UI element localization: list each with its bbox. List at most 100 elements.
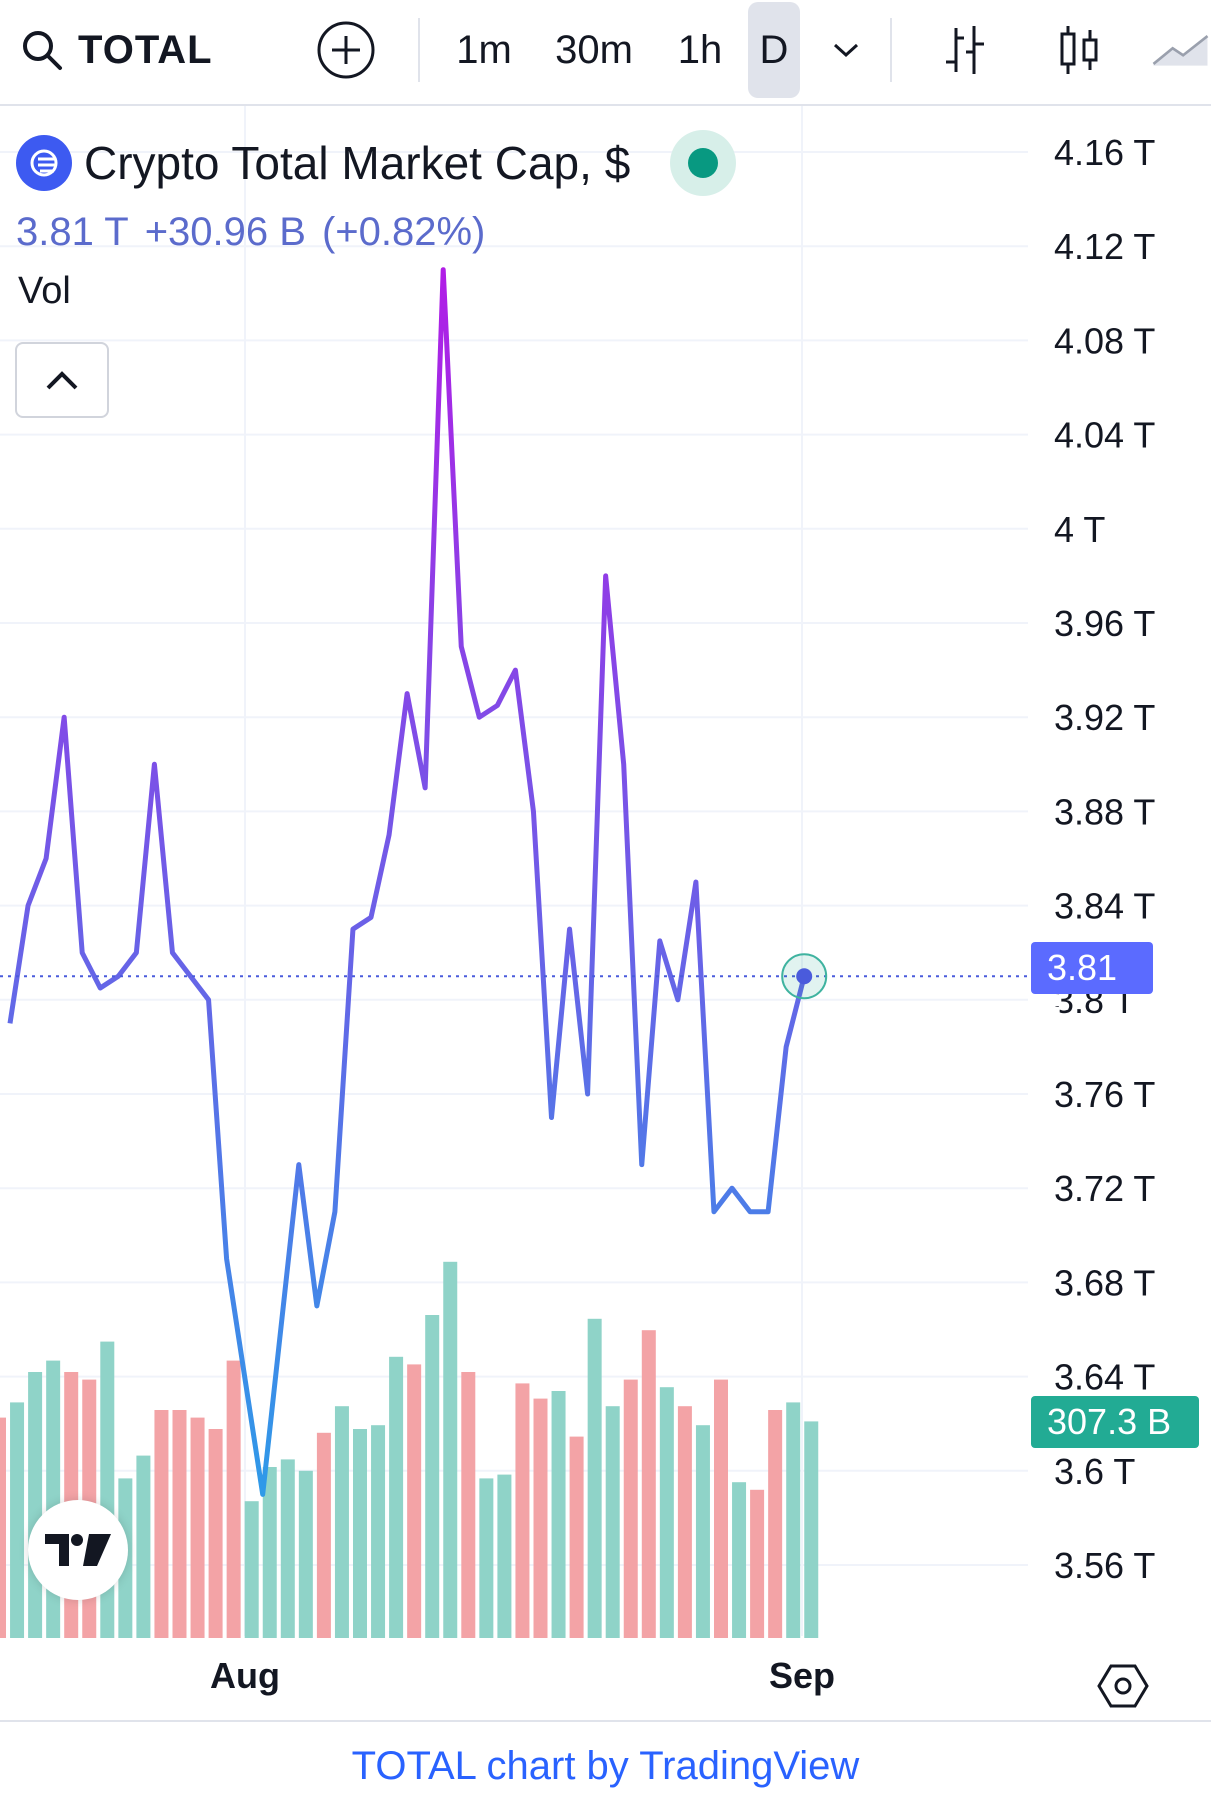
tradingview-logo[interactable] bbox=[28, 1500, 128, 1600]
time-tick-label: Sep bbox=[769, 1655, 835, 1696]
volume-bar bbox=[623, 1379, 638, 1638]
volume-bar bbox=[804, 1421, 819, 1638]
symbol-logo-icon bbox=[16, 135, 72, 191]
volume-bar bbox=[714, 1379, 728, 1638]
volume-bar bbox=[677, 1406, 692, 1638]
volume-bar bbox=[515, 1383, 530, 1638]
volume-bar bbox=[208, 1429, 223, 1638]
area-style-button[interactable] bbox=[1150, 14, 1211, 86]
volume-bar bbox=[334, 1406, 349, 1638]
top-toolbar: TOTAL 1m 30m 1h D bbox=[0, 0, 1211, 106]
volume-bar bbox=[587, 1318, 602, 1638]
price-tick-label: 3.96 T bbox=[1054, 603, 1155, 644]
volume-bar bbox=[353, 1429, 367, 1638]
price-tick-label: 4.12 T bbox=[1054, 226, 1155, 267]
tradingview-logo-icon bbox=[45, 1534, 111, 1566]
price-tick-label: 3.88 T bbox=[1054, 791, 1155, 832]
price-tick-label: 3.76 T bbox=[1054, 1074, 1155, 1115]
price-tick-label: 3.84 T bbox=[1054, 886, 1155, 927]
price-tick-label: 4.16 T bbox=[1054, 132, 1155, 173]
interval-d[interactable]: D bbox=[748, 2, 800, 98]
plus-circle-icon bbox=[317, 21, 375, 79]
chart-area[interactable]: 4.16 T 4.12 T 4.08 T 4.04 T 4 T 3.96 T 3.92 T 3… bbox=[0, 106, 1211, 1718]
collapse-legend-button[interactable] bbox=[15, 342, 109, 418]
price-axis[interactable]: 4.16 T 4.12 T 4.08 T 4.04 T 4 T 3.96 T 3.92 T 3… bbox=[1054, 132, 1155, 1586]
chart-settings-button[interactable] bbox=[1095, 1658, 1151, 1714]
volume-bar bbox=[371, 1425, 386, 1638]
footer: TOTAL chart by TradingView bbox=[0, 1720, 1211, 1808]
legend-change: +30.96 B bbox=[144, 210, 306, 254]
volume-bar bbox=[533, 1398, 548, 1638]
last-price-dot bbox=[796, 968, 813, 985]
volume-bar bbox=[605, 1406, 620, 1638]
search-icon bbox=[23, 31, 62, 70]
candle-style-button[interactable] bbox=[1044, 14, 1114, 86]
volume-bar bbox=[569, 1436, 584, 1638]
time-axis[interactable]: Aug Sep bbox=[210, 1655, 835, 1696]
price-tick-label: 3.6 T bbox=[1054, 1451, 1135, 1492]
interval-30m[interactable]: 30m bbox=[555, 27, 633, 72]
volume-bar bbox=[659, 1387, 674, 1638]
legend-change-percent: (+0.82%) bbox=[321, 210, 486, 254]
legend-last-value: 3.81 T bbox=[16, 210, 129, 254]
volume-legend-label: Vol bbox=[18, 270, 71, 312]
market-status-indicator[interactable] bbox=[670, 130, 737, 196]
volume-bar bbox=[497, 1474, 512, 1638]
price-line bbox=[7, 267, 807, 1497]
volume-bar bbox=[479, 1478, 494, 1638]
last-price-label: 3.81 T bbox=[1031, 942, 1153, 1040]
chevron-up-icon bbox=[46, 371, 78, 390]
volume-bar bbox=[316, 1432, 331, 1638]
price-tick-label: 4 T bbox=[1054, 509, 1105, 550]
volume-bar bbox=[750, 1489, 765, 1638]
crypto-logo-icon bbox=[30, 149, 58, 177]
volume-bar bbox=[732, 1482, 747, 1638]
toolbar-divider bbox=[890, 18, 892, 82]
price-tick-label: 3.56 T bbox=[1054, 1545, 1155, 1586]
interval-1h[interactable]: 1h bbox=[677, 27, 723, 72]
chart-title: Crypto Total Market Cap, $ bbox=[84, 137, 631, 189]
volume-bar bbox=[695, 1425, 710, 1638]
market-open-dot bbox=[688, 148, 719, 178]
volume-bar bbox=[28, 1372, 43, 1638]
gear-hexagon-icon bbox=[1097, 1664, 1149, 1708]
volume-value-label: 307.3 B bbox=[1031, 1396, 1199, 1448]
volume-bar bbox=[280, 1459, 295, 1638]
volume-bar bbox=[154, 1410, 169, 1638]
price-tick-label: 3.64 T bbox=[1054, 1357, 1155, 1398]
area-chart-icon bbox=[1152, 35, 1209, 66]
volume-bar bbox=[389, 1356, 404, 1638]
price-tick-label: 3.68 T bbox=[1054, 1262, 1155, 1303]
volume-bar bbox=[461, 1372, 476, 1638]
ohlc-bars-icon bbox=[946, 26, 984, 74]
volume-bar bbox=[407, 1364, 422, 1638]
price-gridlines bbox=[0, 151, 1028, 1566]
time-tick-label: Aug bbox=[210, 1655, 280, 1696]
last-price-line bbox=[0, 953, 1028, 1000]
volume-bar bbox=[262, 1467, 277, 1638]
volume-bar bbox=[226, 1360, 241, 1638]
price-tick-label: 3.92 T bbox=[1054, 697, 1155, 738]
volume-bar bbox=[641, 1330, 656, 1638]
add-symbol-button[interactable] bbox=[315, 19, 377, 81]
volume-bar bbox=[298, 1470, 313, 1638]
volume-bar bbox=[768, 1410, 783, 1638]
symbol-search[interactable]: TOTAL bbox=[20, 14, 213, 86]
volume-bar bbox=[46, 1360, 61, 1638]
interval-1m[interactable]: 1m bbox=[456, 27, 512, 72]
volume-bar bbox=[136, 1455, 151, 1638]
chevron-down-icon bbox=[833, 43, 859, 58]
volume-bar bbox=[425, 1315, 440, 1638]
footer-attribution-link[interactable]: TOTAL chart by TradingView bbox=[351, 1744, 860, 1788]
bar-style-button[interactable] bbox=[930, 14, 1000, 86]
price-series bbox=[7, 267, 807, 1497]
interval-more-button[interactable] bbox=[818, 14, 874, 86]
volume-bar bbox=[0, 1417, 6, 1638]
price-tick-label: 4.04 T bbox=[1054, 415, 1155, 456]
candles-icon bbox=[1060, 26, 1098, 74]
volume-bar bbox=[443, 1261, 458, 1638]
volume-bars bbox=[0, 1261, 819, 1638]
chart-legend: Crypto Total Market Cap, $ 3.81 T +30.96 … bbox=[16, 130, 737, 255]
volume-bar bbox=[190, 1417, 205, 1638]
volume-bar bbox=[551, 1391, 566, 1638]
